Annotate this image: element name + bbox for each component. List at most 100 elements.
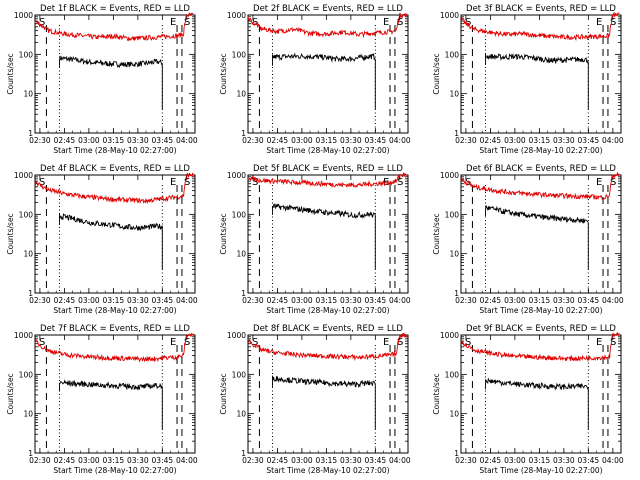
detector-panel: Det 5f BLACK = Events, RED = LLD 1 10 100 10…	[219, 164, 411, 315]
x-tick-label: 03:45	[365, 136, 387, 145]
panel-title: Det 5f BLACK = Events, RED = LLD	[253, 164, 403, 174]
x-tick-label: 02:30	[455, 456, 477, 465]
x-tick-label: 03:15	[103, 296, 125, 305]
y-axis-label: Counts/sec	[219, 373, 228, 414]
x-tick-label: 02:45	[267, 456, 289, 465]
x-tick-label: 03:00	[504, 296, 526, 305]
interval-marker-label: S	[39, 17, 45, 28]
x-tick-label: 04:00	[602, 456, 624, 465]
x-tick-label: 02:45	[54, 456, 76, 465]
x-tick-label: 02:45	[54, 136, 76, 145]
detector-panel: Det 2f BLACK = Events, RED = LLD 1 10 100 10…	[219, 4, 411, 155]
interval-marker-label: S	[184, 177, 190, 188]
y-tick-label: 1	[28, 289, 33, 298]
detector-panel: Det 8f BLACK = Events, RED = LLD 1 10 100 10…	[219, 324, 411, 475]
x-tick-label: 03:30	[127, 296, 149, 305]
y-tick-label: 10	[23, 250, 33, 259]
x-tick-label: 03:15	[316, 136, 338, 145]
x-tick-label: 04:00	[389, 136, 411, 145]
interval-marker-label: E	[596, 337, 602, 348]
panel-title: Det 8f BLACK = Events, RED = LLD	[253, 324, 403, 334]
x-tick-label: 02:45	[480, 456, 502, 465]
detector-panel: Det 3f BLACK = Events, RED = LLD 1 10 100 10…	[432, 4, 624, 155]
x-tick-label: 02:45	[267, 136, 289, 145]
y-tick-label: 1	[241, 129, 246, 138]
interval-marker-label: S	[252, 177, 258, 188]
x-tick-label: 03:15	[529, 296, 551, 305]
x-tick-label: 02:45	[480, 296, 502, 305]
y-tick-label: 100	[19, 210, 34, 219]
x-tick-label: 02:45	[267, 296, 289, 305]
y-tick-label: 1000	[227, 171, 246, 180]
x-axis-label: Start Time (28-May-10 02:27:00)	[266, 146, 389, 155]
plot-frame	[34, 14, 196, 134]
plot-frame	[247, 174, 409, 294]
y-tick-label: 10	[236, 90, 246, 99]
events-series-line	[485, 52, 589, 110]
x-tick-label: 03:15	[529, 136, 551, 145]
x-axis-label: Start Time (28-May-10 02:27:00)	[266, 466, 389, 475]
plot-frame	[247, 334, 409, 454]
detector-panel: Det 6f BLACK = Events, RED = LLD 1 10 100 10…	[432, 164, 624, 315]
x-tick-label: 02:45	[54, 296, 76, 305]
y-tick-label: 1000	[227, 331, 246, 340]
panel-title: Det 4f BLACK = Events, RED = LLD	[40, 164, 190, 174]
lld-series-line	[34, 332, 194, 363]
y-tick-label: 1000	[440, 11, 459, 20]
y-tick-label: 100	[19, 370, 34, 379]
y-tick-label: 10	[236, 250, 246, 259]
panel-title: Det 7f BLACK = Events, RED = LLD	[40, 324, 190, 334]
x-tick-label: 03:15	[316, 296, 338, 305]
panel-title: Det 9f BLACK = Events, RED = LLD	[466, 324, 616, 334]
x-axis-label: Start Time (28-May-10 02:27:00)	[53, 146, 176, 155]
x-tick-label: 03:45	[578, 136, 600, 145]
y-tick-label: 100	[445, 370, 460, 379]
x-tick-label: 03:45	[365, 296, 387, 305]
lld-series-line	[460, 171, 620, 201]
interval-marker-label: E	[170, 337, 176, 348]
plot-frame	[34, 174, 196, 294]
plot-frame	[460, 334, 622, 454]
y-tick-label: 1	[454, 289, 459, 298]
x-axis-label: Start Time (28-May-10 02:27:00)	[479, 466, 602, 475]
events-series-line	[59, 213, 163, 270]
x-tick-label: 03:15	[103, 456, 125, 465]
lld-series-line	[460, 11, 620, 42]
events-series-line	[485, 377, 589, 430]
x-tick-label: 03:15	[103, 136, 125, 145]
x-tick-label: 02:30	[29, 136, 51, 145]
y-axis-label: Counts/sec	[432, 373, 441, 414]
y-axis-label: Counts/sec	[432, 53, 441, 94]
x-tick-label: 02:30	[29, 456, 51, 465]
y-tick-label: 1000	[14, 11, 33, 20]
x-tick-label: 03:30	[553, 456, 575, 465]
x-tick-label: 03:00	[78, 296, 100, 305]
detector-panel: Det 1f BLACK = Events, RED = LLD 1 10 100 10…	[6, 4, 198, 155]
x-tick-label: 03:00	[504, 136, 526, 145]
y-tick-label: 100	[232, 50, 247, 59]
interval-marker-label: S	[184, 17, 190, 28]
detector-panel: Det 7f BLACK = Events, RED = LLD 1 10 100 10…	[6, 324, 198, 475]
interval-marker-label: S	[397, 17, 403, 28]
interval-marker-label: S	[184, 337, 190, 348]
interval-marker-label: S	[397, 337, 403, 348]
x-tick-label: 04:00	[602, 136, 624, 145]
interval-marker-label: S	[39, 337, 45, 348]
panel-title: Det 2f BLACK = Events, RED = LLD	[253, 4, 403, 14]
interval-marker-label: E	[170, 17, 176, 28]
events-series-line	[272, 52, 376, 110]
panel-title: Det 6f BLACK = Events, RED = LLD	[466, 164, 616, 174]
y-tick-label: 10	[449, 250, 459, 259]
events-series-line	[272, 203, 376, 270]
interval-marker-label: S	[397, 177, 403, 188]
interval-marker-label: S	[610, 17, 616, 28]
y-tick-label: 1	[454, 129, 459, 138]
x-tick-label: 03:15	[529, 456, 551, 465]
y-tick-label: 100	[232, 370, 247, 379]
x-tick-label: 03:45	[578, 456, 600, 465]
interval-marker-label: E	[596, 177, 602, 188]
events-series-line	[485, 204, 589, 270]
x-tick-label: 03:30	[127, 456, 149, 465]
x-axis-label: Start Time (28-May-10 02:27:00)	[479, 306, 602, 315]
x-tick-label: 03:30	[340, 456, 362, 465]
